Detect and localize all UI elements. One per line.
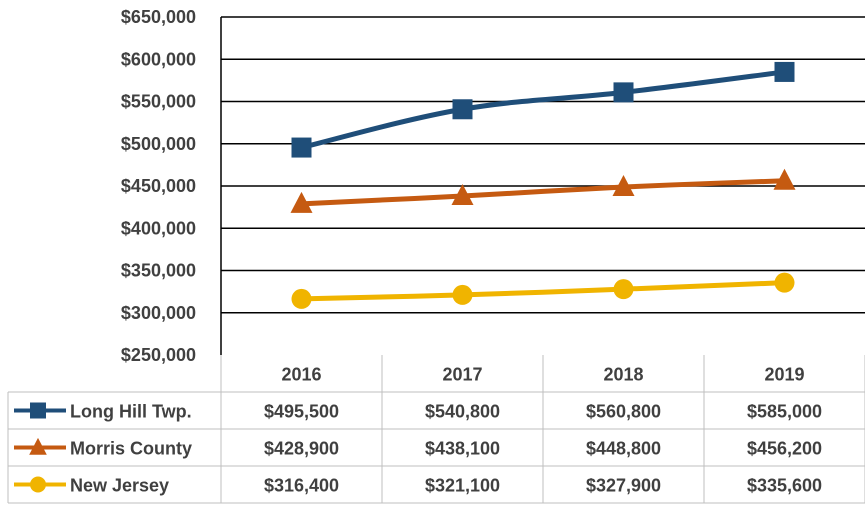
y-tick-label: $400,000 xyxy=(121,218,196,238)
data-value-label: $316,400 xyxy=(264,476,339,496)
data-value-label: $456,200 xyxy=(747,439,822,459)
series-marker xyxy=(452,284,473,305)
x-category-label: 2018 xyxy=(603,365,643,385)
series-line-0 xyxy=(300,69,785,150)
data-value-label: $448,800 xyxy=(586,439,661,459)
legend-key-marker xyxy=(30,476,46,493)
data-value-label: $335,600 xyxy=(747,476,822,496)
y-tick-label: $500,000 xyxy=(121,134,196,154)
series-marker xyxy=(613,279,634,300)
data-value-label: $495,500 xyxy=(264,402,339,422)
data-value-label: $428,900 xyxy=(264,439,339,459)
legend-key-marker xyxy=(30,402,46,419)
series-line-1 xyxy=(301,178,785,207)
data-value-label: $438,100 xyxy=(425,439,500,459)
data-value-label: $321,100 xyxy=(425,476,500,496)
y-tick-label: $450,000 xyxy=(121,176,196,196)
y-tick-label: $250,000 xyxy=(121,345,196,365)
series-marker xyxy=(452,99,473,120)
data-value-label: $585,000 xyxy=(747,402,822,422)
series-marker xyxy=(291,288,312,309)
series-marker xyxy=(774,61,795,82)
data-value-label: $560,800 xyxy=(586,402,661,422)
series-name-label: Long Hill Twp. xyxy=(70,402,192,422)
y-tick-label: $350,000 xyxy=(121,261,196,281)
y-tick-label: $300,000 xyxy=(121,303,196,323)
series-line-2 xyxy=(301,280,785,302)
data-value-label: $540,800 xyxy=(425,402,500,422)
series-marker xyxy=(773,168,796,190)
series-marker xyxy=(774,272,795,293)
series-name-label: Morris County xyxy=(70,439,192,459)
series-marker xyxy=(291,137,312,158)
y-tick-label: $550,000 xyxy=(121,92,196,112)
data-value-label: $327,900 xyxy=(586,476,661,496)
y-tick-label: $600,000 xyxy=(121,49,196,69)
legend-key-marker xyxy=(29,437,47,455)
series-marker xyxy=(290,191,313,213)
x-category-label: 2019 xyxy=(764,365,804,385)
y-tick-label: $650,000 xyxy=(121,7,196,27)
series-marker xyxy=(451,184,474,206)
series-marker xyxy=(613,82,634,103)
series-name-label: New Jersey xyxy=(70,476,169,496)
series-marker xyxy=(612,175,635,197)
x-category-label: 2017 xyxy=(442,365,482,385)
x-category-label: 2016 xyxy=(281,365,321,385)
